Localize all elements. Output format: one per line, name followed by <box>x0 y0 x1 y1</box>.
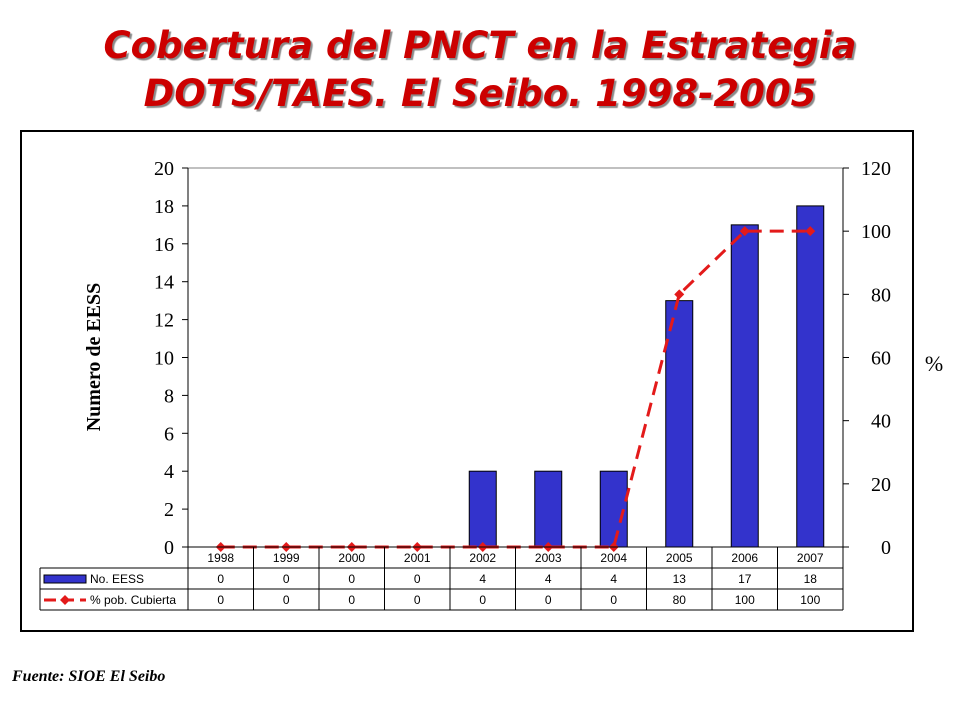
right-tick-label: 60 <box>871 348 891 370</box>
category-label: 1998 <box>207 551 234 565</box>
source-note: Fuente: SIOE El Seibo <box>12 668 166 685</box>
right-tick-label: 40 <box>871 411 891 433</box>
left-tick-label: 18 <box>154 196 174 218</box>
left-tick-label: 0 <box>164 537 174 559</box>
legend-bar-key <box>43 574 87 584</box>
right-tick-label: 100 <box>861 221 891 243</box>
left-tick-label: 20 <box>154 158 174 180</box>
category-label: 2007 <box>797 551 824 565</box>
bar <box>796 205 825 548</box>
table-value: 0 <box>610 593 617 607</box>
table-value: 0 <box>545 593 552 607</box>
left-tick-label: 16 <box>154 234 174 256</box>
table-value: 4 <box>610 572 617 586</box>
table-value: 18 <box>804 572 818 586</box>
left-tick-label: 12 <box>154 310 174 332</box>
legend-bar-label: No. EESS <box>90 572 144 586</box>
category-label: 2004 <box>600 551 627 565</box>
title-line-1: Cobertura del PNCT en la Estrategia <box>103 24 857 67</box>
table-value: 17 <box>738 572 752 586</box>
table-value: 0 <box>348 572 355 586</box>
left-tick-label: 8 <box>164 385 174 407</box>
table-value: 13 <box>673 572 687 586</box>
table-value: 0 <box>283 572 290 586</box>
title-line-2: DOTS/TAES. El Seibo. 1998-2005 <box>143 72 817 115</box>
table-value: 0 <box>217 572 224 586</box>
line-point <box>674 289 685 300</box>
table-value: 100 <box>800 593 820 607</box>
category-label: 2002 <box>469 551 496 565</box>
table-value: 4 <box>479 572 486 586</box>
table-value: 0 <box>283 593 290 607</box>
table-value: 4 <box>545 572 552 586</box>
right-tick-label: 20 <box>871 474 891 496</box>
category-label: 2000 <box>338 551 365 565</box>
legend-line-label: % pob. Cubierta <box>90 593 176 607</box>
left-tick-label: 10 <box>154 348 174 370</box>
left-tick-label: 14 <box>154 272 174 294</box>
bar <box>730 224 759 548</box>
table-value: 0 <box>414 593 421 607</box>
legend-line-marker <box>60 595 70 605</box>
table-value: 0 <box>217 593 224 607</box>
chart-title: Cobertura del PNCT en la Estrategia DOTS… <box>0 22 960 118</box>
bar <box>534 470 563 548</box>
category-label: 2005 <box>666 551 693 565</box>
bar <box>468 470 497 548</box>
table-value: 100 <box>735 593 755 607</box>
bar <box>599 470 628 548</box>
right-tick-label: 120 <box>861 158 891 180</box>
table-value: 0 <box>348 593 355 607</box>
bar <box>665 300 694 548</box>
category-label: 2006 <box>731 551 758 565</box>
line-point <box>739 226 750 237</box>
category-label: 2003 <box>535 551 562 565</box>
line-point <box>805 226 816 237</box>
right-tick-label: 80 <box>871 284 891 306</box>
left-tick-label: 2 <box>164 499 174 521</box>
left-tick-label: 6 <box>164 423 174 445</box>
table-value: 0 <box>479 593 486 607</box>
category-label: 2001 <box>404 551 431 565</box>
table-value: 0 <box>414 572 421 586</box>
table-value: 80 <box>673 593 687 607</box>
y2-axis-label: % <box>925 351 943 376</box>
category-label: 1999 <box>273 551 300 565</box>
y-axis-label: Numero de EESS <box>83 283 105 432</box>
left-tick-label: 4 <box>164 461 174 483</box>
right-tick-label: 0 <box>881 537 891 559</box>
